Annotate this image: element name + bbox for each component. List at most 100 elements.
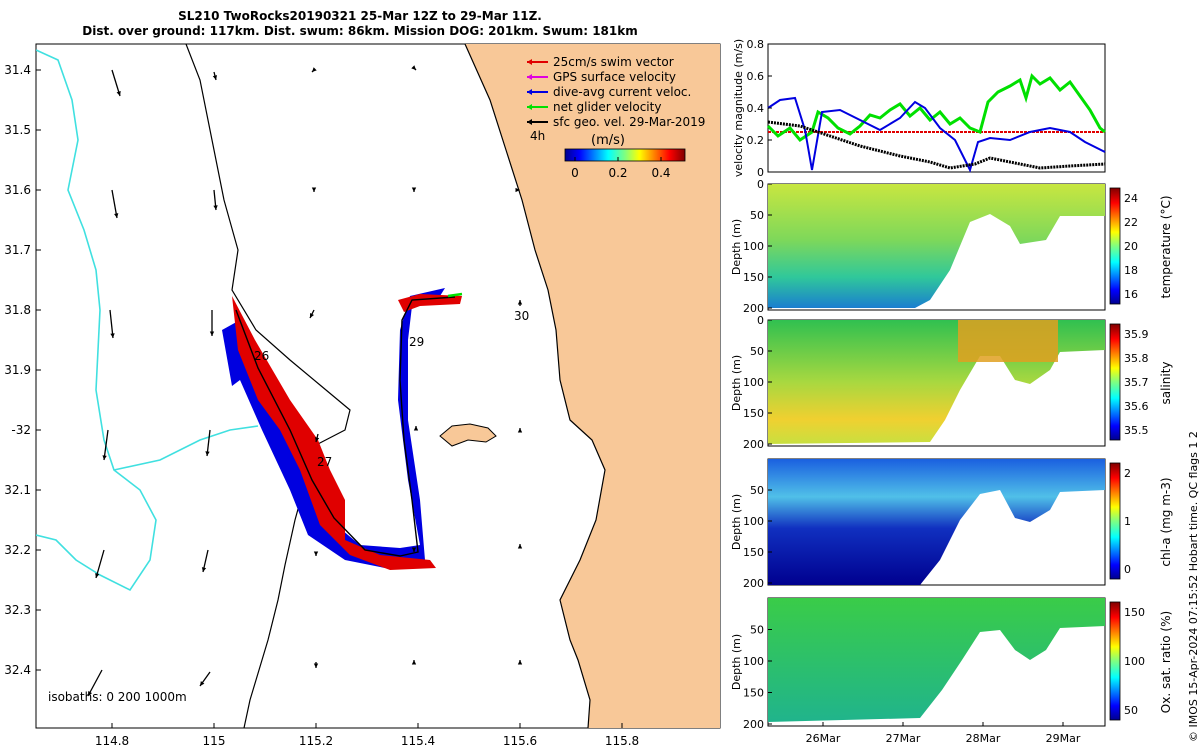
- legend-label: dive-avg current veloc.: [553, 85, 691, 99]
- velocity-tick-label: 0.4: [747, 102, 765, 115]
- velocity-y-axis: 0 0.2 0.4 0.6 0.8: [747, 38, 772, 179]
- cbar-tick-label: 0: [1124, 563, 1131, 576]
- depth-tick-label: 50: [750, 624, 764, 637]
- cbar-tick-label: 22: [1124, 216, 1138, 229]
- oxygen-cbar-label: Ox. sat. ratio (%): [1159, 611, 1173, 713]
- depth-tick-label: 100: [743, 655, 764, 668]
- lat-tick-label: 32.4: [4, 663, 31, 677]
- day-label: 27: [317, 455, 332, 469]
- temperature-colorbar: [1109, 187, 1121, 305]
- swim-vector-band: [232, 296, 436, 570]
- velocity-panel: 0 0.2 0.4 0.6 0.8 velocity magnitude (m/s): [732, 38, 1106, 179]
- day-label: 29: [409, 335, 424, 349]
- lat-tick-label: 32.3: [4, 603, 31, 617]
- depth-tick-label: 150: [743, 407, 764, 420]
- plot-title-line1: SL210 TwoRocks20190321 25-Mar 12Z to 29-…: [178, 9, 542, 23]
- net-velocity-tip: [447, 292, 463, 298]
- cbar-tick-label: 35.5: [1124, 424, 1149, 437]
- lon-tick-label: 115.2: [299, 734, 333, 748]
- salinity-cbar-label: salinity: [1159, 361, 1173, 404]
- lon-tick-label: 115.4: [401, 734, 435, 748]
- isobath-200: [185, 44, 351, 728]
- cbar-tick-label: 2: [1124, 467, 1131, 480]
- depth-axis-label: Depth (m): [730, 219, 743, 275]
- colorbar-tick-label: 0.4: [651, 166, 670, 180]
- legend-label: net glider velocity: [553, 100, 661, 114]
- lat-tick-label: 31.9: [4, 363, 31, 377]
- depth-tick-label: 200: [743, 577, 764, 590]
- salinity-colorbar: [1109, 323, 1121, 441]
- isobath-1000: [36, 49, 157, 592]
- geostrophic-velocity-line: [767, 120, 1106, 170]
- velocity-tick-label: 0: [757, 166, 764, 179]
- salinity-high-patch: [958, 320, 1058, 362]
- cbar-tick-label: 150: [1124, 606, 1145, 619]
- isobath-1000-branch: [113, 425, 259, 471]
- chla-section: [768, 459, 1105, 585]
- net-velocity-line: [766, 73, 1106, 142]
- glider-track: [222, 288, 463, 570]
- swim-vector-band-north: [398, 294, 462, 312]
- depth-axis-label: Depth (m): [730, 355, 743, 411]
- legend-label: sfc geo. vel. 29-Mar-2019: [553, 115, 705, 129]
- legend-label: GPS surface velocity: [553, 70, 676, 84]
- velocity-tick-label: 0.2: [747, 134, 765, 147]
- plot-title-line2: Dist. over ground: 117km. Dist. swum: 86…: [82, 24, 638, 38]
- lat-axis: 31.4 31.5 31.6 31.7 31.8 31.9 -32 32.1 32.2 32.3 3…: [4, 63, 41, 677]
- colorbar-title: (m/s): [591, 133, 625, 148]
- lon-tick-label: 115: [203, 734, 226, 748]
- map-panel: 26 27 29 30 31.4 31.5 31.6 31.7 31.8 31.9 -32 32.1…: [4, 43, 721, 748]
- lon-tick-label: 114.8: [95, 734, 129, 748]
- velocity-tick-label: 0.8: [747, 38, 765, 51]
- date-tick-label: 28Mar: [966, 732, 1001, 745]
- lon-axis: 114.8 115 115.2 115.4 115.6 115.8: [95, 723, 639, 748]
- footer-copyright: © IMOS 15-Apr-2024 07:15:52 Hobart time.…: [1187, 431, 1200, 742]
- legend-4h-label: 4h: [530, 129, 545, 143]
- temperature-cbar-label: temperature (°C): [1159, 196, 1173, 299]
- depth-tick-label: 150: [743, 271, 764, 284]
- depth-tick-label: 150: [743, 546, 764, 559]
- salinity-panel: [767, 319, 1106, 447]
- lat-tick-label: 31.6: [4, 183, 31, 197]
- isobaths-label: isobaths: 0 200 1000m: [48, 690, 187, 704]
- lat-tick-label: 32.1: [4, 483, 31, 497]
- cbar-tick-label: 35.8: [1124, 352, 1149, 365]
- lat-tick-label: 31.7: [4, 243, 31, 257]
- oxygen-colorbar: [1109, 601, 1121, 721]
- depth-tick-label: 0: [757, 178, 764, 191]
- cbar-tick-label: 1: [1124, 515, 1131, 528]
- track-line: [235, 296, 456, 557]
- lat-tick-label: 31.8: [4, 303, 31, 317]
- lat-tick-label: 32.2: [4, 543, 31, 557]
- oxygen-panel: [767, 597, 1106, 727]
- day-labels: 26 27 29 30: [254, 309, 529, 469]
- rottnest-island: [439, 423, 497, 447]
- lat-tick-label: -32: [11, 423, 31, 437]
- chla-colorbar: [1109, 462, 1121, 580]
- depth-tick-label: 100: [743, 240, 764, 253]
- depth-tick-label: 50: [750, 209, 764, 222]
- cbar-tick-label: 35.7: [1124, 376, 1149, 389]
- depth-tick-label: 150: [743, 687, 764, 700]
- depth-tick-label: 50: [750, 345, 764, 358]
- depth-axis-label: Depth (m): [730, 494, 743, 550]
- velocity-tick-label: 0.6: [747, 70, 765, 83]
- depth-tick-label: 200: [743, 438, 764, 451]
- temperature-panel: [767, 183, 1106, 311]
- cbar-tick-label: 50: [1124, 704, 1138, 717]
- depth-tick-label: 0: [757, 314, 764, 327]
- cbar-tick-label: 18: [1124, 264, 1138, 277]
- cbar-tick-label: 35.6: [1124, 400, 1149, 413]
- oxygen-section: [768, 598, 1105, 722]
- depth-tick-label: 200: [743, 302, 764, 315]
- legend-label: 25cm/s swim vector: [553, 55, 674, 69]
- velocity-axes: [767, 43, 1106, 173]
- isobath-0: [464, 44, 606, 728]
- lon-tick-label: 115.8: [605, 734, 639, 748]
- current-velocity-band: [222, 288, 445, 568]
- depth-tick-label: 200: [743, 718, 764, 731]
- cbar-tick-label: 35.9: [1124, 328, 1149, 341]
